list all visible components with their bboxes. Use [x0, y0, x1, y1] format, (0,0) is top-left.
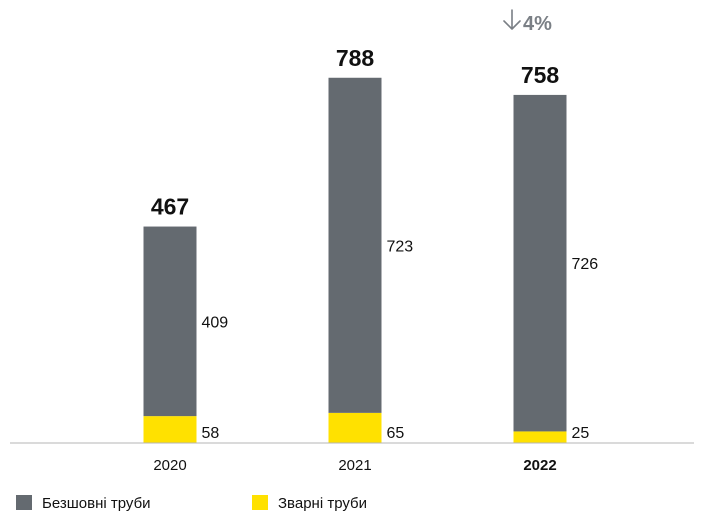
bar-seamless-2020: [143, 226, 197, 417]
total-label-2021: 788: [336, 45, 375, 71]
label-welded-2020: 58: [202, 425, 220, 442]
bars-group: [143, 77, 567, 443]
legend-swatch-0: [16, 495, 32, 510]
bar-welded-2021: [328, 412, 382, 443]
labels-group: 58 409 467 65 723 788 25 726 758: [151, 45, 598, 442]
bar-seamless-2022: [513, 94, 567, 432]
x-tick-2020: 2020: [153, 457, 186, 474]
legend-label-1: Зварні труби: [278, 495, 367, 512]
label-seamless-2022: 726: [572, 256, 599, 273]
x-tick-labels: 2020 2021 2022: [153, 457, 556, 474]
label-seamless-2021: 723: [387, 238, 414, 255]
down-arrow-icon: [503, 9, 521, 30]
legend: Безшовні труби Зварні труби: [16, 495, 367, 512]
total-label-2022: 758: [521, 62, 560, 88]
bar-welded-2022: [513, 431, 567, 443]
legend-swatch-1: [252, 495, 268, 510]
label-welded-2021: 65: [387, 425, 405, 442]
change-annotation: 4%: [503, 9, 552, 35]
total-label-2020: 467: [151, 194, 189, 220]
change-text: 4%: [523, 13, 552, 35]
label-welded-2022: 25: [572, 425, 590, 442]
x-tick-2022: 2022: [523, 457, 556, 474]
bar-seamless-2021: [328, 77, 382, 413]
x-tick-2021: 2021: [338, 457, 371, 474]
bar-welded-2020: [143, 416, 197, 443]
label-seamless-2020: 409: [202, 314, 229, 331]
legend-label-0: Безшовні труби: [42, 495, 151, 512]
